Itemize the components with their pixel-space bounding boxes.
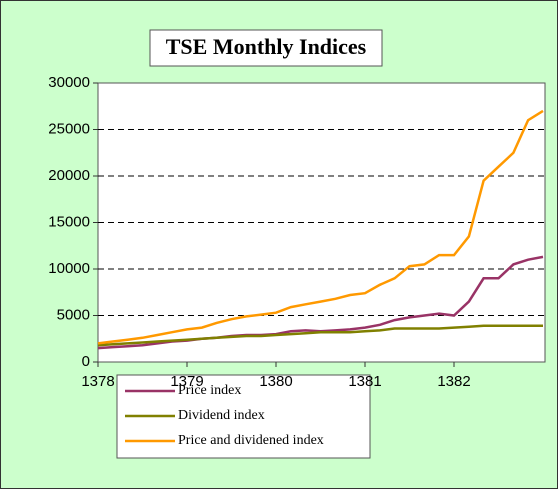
x-tick-label: 1380 [259, 373, 292, 390]
chart-title: TSE Monthly Indices [166, 34, 367, 59]
data-line [97, 324, 543, 347]
x-tick-label: 1382 [437, 373, 470, 390]
y-tick-label: 10000 [48, 260, 90, 277]
x-tick-label: 1378 [81, 373, 114, 390]
legend-label: Price and dividened index [178, 433, 324, 448]
x-tick-label: 1381 [348, 373, 381, 390]
y-tick-label: 20000 [48, 167, 90, 184]
data-line [97, 109, 544, 345]
x-tick-label: 1379 [170, 373, 203, 390]
y-tick-label: 0 [82, 353, 90, 370]
y-tick-label: 5000 [57, 306, 90, 323]
y-tick-label: 30000 [48, 74, 90, 91]
y-tick-label: 25000 [48, 120, 90, 137]
legend-label: Price index [178, 383, 241, 398]
y-tick-label: 15000 [48, 213, 90, 230]
legend-label: Dividend index [178, 408, 265, 423]
title-box [149, 29, 383, 67]
